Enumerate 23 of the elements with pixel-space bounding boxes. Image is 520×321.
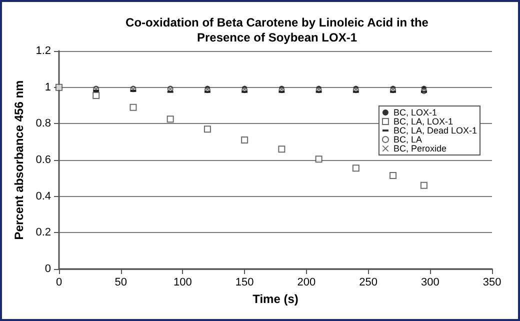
- legend-label: BC, LA: [393, 134, 422, 144]
- y-tick-label: 0.8: [36, 118, 51, 130]
- y-tick-label: 0: [44, 263, 51, 275]
- y-tick-label: 1.2: [36, 45, 51, 57]
- legend-label: BC, LOX-1: [393, 108, 437, 118]
- x-tick-label: 350: [482, 276, 502, 288]
- x-tick-label: 300: [420, 276, 440, 288]
- chart-title: Co-oxidation of Beta Carotene by Linoleic Acid in the Presence of Soybean LOX-1: [126, 16, 429, 44]
- x-tick-label: 50: [114, 276, 127, 288]
- x-tick-label: 150: [235, 276, 254, 288]
- y-tick-label: 0.4: [36, 190, 51, 202]
- y-tick-label: 0.6: [36, 154, 51, 166]
- y-tick-label: 0.2: [36, 226, 51, 239]
- x-tick-label: 200: [297, 276, 316, 288]
- y-axis-title: Percent absorbance 456 nm: [12, 80, 26, 240]
- x-tick-label: 100: [174, 276, 192, 288]
- x-axis-title: Time (s): [252, 292, 298, 306]
- x-tick-label: 0: [56, 276, 62, 288]
- legend-label: BC, Peroxide: [393, 144, 446, 154]
- legend-label: BC, LA, Dead LOX-1: [393, 126, 478, 136]
- x-tick-label: 250: [359, 276, 378, 288]
- y-tick-label: 1: [44, 81, 51, 94]
- legend-label: BC, LA, LOX-1: [393, 116, 453, 126]
